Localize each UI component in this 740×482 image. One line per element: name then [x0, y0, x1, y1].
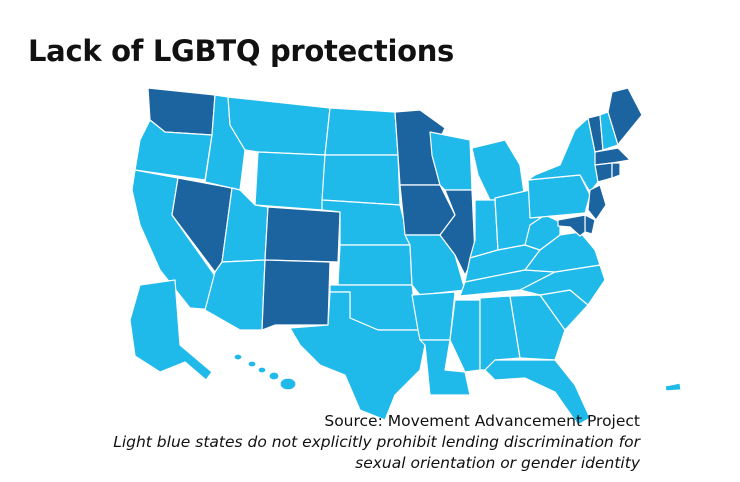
hawaii-island — [268, 371, 280, 381]
caption-line-2: sexual orientation or gender identity — [355, 454, 640, 472]
hawaii-island — [257, 366, 267, 374]
hawaii-island — [247, 360, 257, 368]
state-hawaii — [233, 353, 297, 391]
state-colorado: Colorado — [264, 206, 341, 263]
state-wyoming: Wyoming — [254, 151, 326, 211]
state-michigan: Michigan — [471, 139, 526, 201]
state-rhode-island: Rhode Island — [611, 162, 621, 179]
state-louisiana: Louisiana — [419, 339, 471, 396]
state-connecticut: Connecticut — [594, 162, 613, 183]
state-texas: Texas — [289, 291, 426, 421]
state-puerto-rico: Puerto Rico — [664, 382, 682, 392]
state-maryland: Maryland — [557, 214, 586, 237]
state-new-mexico: New Mexico — [261, 259, 331, 331]
state-arkansas: Arkansas — [411, 291, 456, 341]
state-montana: Montana — [227, 96, 331, 156]
hawaii-island — [279, 377, 297, 391]
state-massachusetts: Massachusetts — [594, 147, 631, 166]
state-delaware: Delaware — [584, 214, 596, 235]
state-maine: Maine — [607, 87, 643, 146]
state-mississippi: Mississippi — [449, 299, 481, 373]
source-note: Source: Movement Advancement Project — [324, 412, 640, 430]
map-title: Lack of LGBTQ protections — [28, 34, 455, 68]
state-illinois: Illinois — [439, 189, 476, 276]
state-pennsylvania: Pennsylvania — [527, 174, 591, 219]
state-alaska: Alaska — [129, 279, 213, 381]
state-north-dakota: North Dakota — [324, 107, 399, 156]
caption-line-1: Light blue states do not explicitly proh… — [113, 433, 640, 451]
hawaii-island — [233, 353, 243, 361]
state-south-dakota: South Dakota — [321, 154, 401, 206]
state-new-jersey: New Jersey — [587, 184, 607, 221]
state-kansas: Kansas — [337, 244, 413, 286]
state-florida: Florida — [484, 359, 591, 426]
